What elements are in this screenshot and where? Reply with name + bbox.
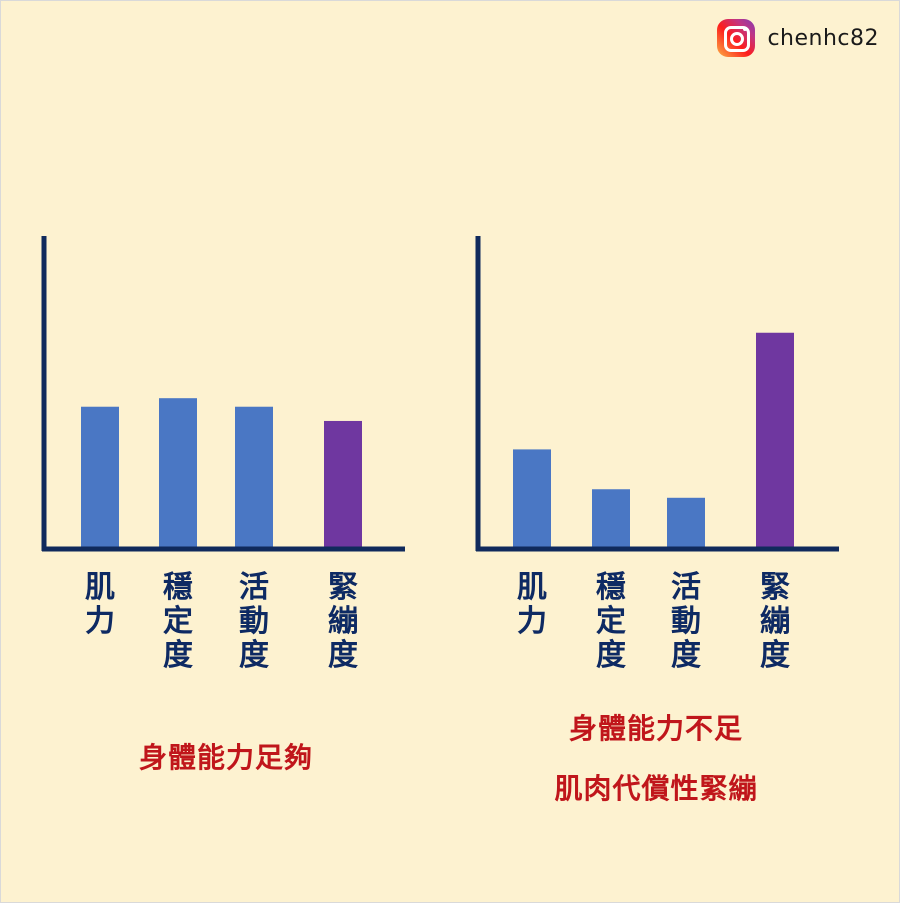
bar-right-4 — [756, 332, 794, 549]
bar-right-2 — [592, 489, 630, 549]
bar-right-3 — [667, 497, 705, 549]
category-label-right-1: 肌力 — [517, 570, 547, 639]
instagram-icon — [717, 19, 756, 57]
category-label-right-2: 穩定度 — [596, 570, 626, 673]
category-label-left-2: 穩定度 — [163, 570, 193, 673]
category-label-left-3: 活動度 — [239, 570, 269, 673]
bar-left-3 — [235, 406, 273, 549]
chart-right-caption-line-2: 肌肉代償性緊繃 — [554, 772, 758, 805]
category-label-right-3: 活動度 — [671, 570, 701, 673]
bar-left-4 — [324, 420, 362, 549]
category-label-left-1: 肌力 — [85, 570, 115, 639]
bar-left-1 — [81, 406, 119, 549]
chart-left-caption: 身體能力足夠 — [138, 741, 313, 774]
category-label-right-4: 緊繃度 — [760, 570, 790, 673]
bar-left-2 — [159, 398, 197, 549]
chart-right-caption-line-1: 身體能力不足 — [568, 712, 743, 745]
category-label-left-4: 緊繃度 — [328, 570, 358, 673]
brand-badge: chenhc82 — [717, 19, 879, 57]
brand-handle: chenhc82 — [767, 25, 879, 51]
bar-right-1 — [513, 449, 551, 549]
